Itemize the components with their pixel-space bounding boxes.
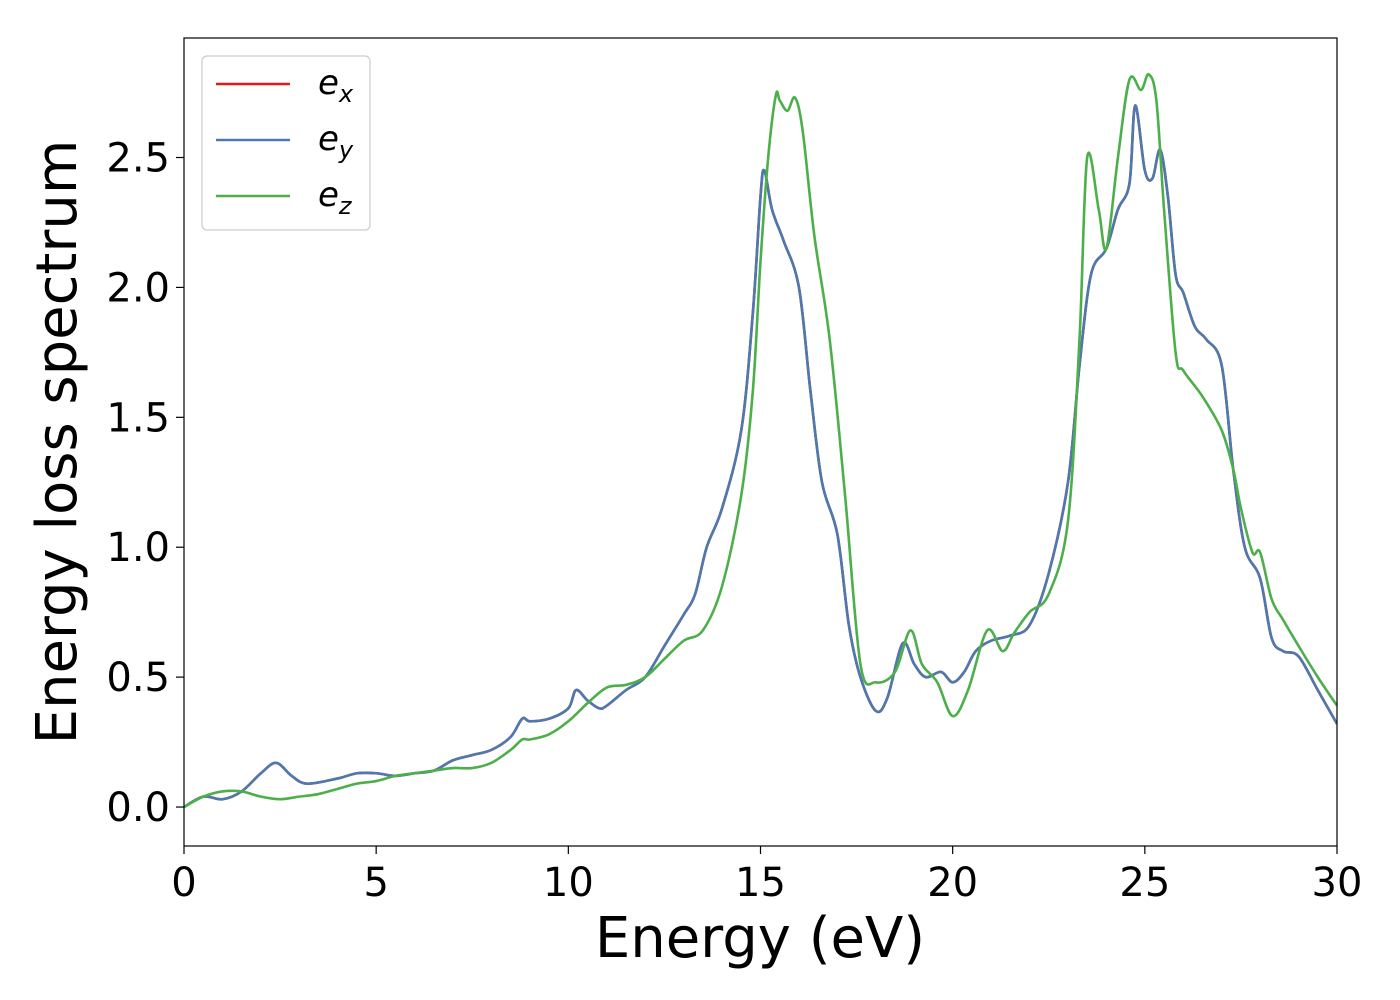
- legend: ex ey ez: [201, 55, 371, 231]
- series-line-ez: [184, 73, 1337, 809]
- legend-label-ex: ex: [318, 63, 354, 108]
- x-tick-label: 15: [735, 860, 786, 906]
- y-tick-label: 0.0: [106, 785, 170, 831]
- legend-label-ez: ez: [318, 175, 353, 220]
- legend-frame: [201, 55, 371, 231]
- legend-label-ey: ey: [318, 119, 354, 164]
- x-tick-label: 0: [171, 860, 196, 906]
- x-tick-label: 10: [543, 860, 594, 906]
- y-tick-label: 0.5: [106, 655, 170, 701]
- x-tick-label: 25: [1119, 860, 1170, 906]
- x-axis-label: Energy (eV): [595, 906, 925, 971]
- x-tick-label: 5: [363, 860, 388, 906]
- y-tick-label: 2.0: [106, 265, 170, 311]
- series-line-ey: [184, 104, 1337, 809]
- y-tick-label: 1.0: [106, 525, 170, 571]
- y-tick-label: 1.5: [106, 395, 170, 441]
- y-axis-label: Energy loss spectrum: [25, 140, 90, 745]
- y-axis: 0.0 0.5 1.0 1.5 2.0 2.5: [106, 136, 184, 831]
- series-layer: [184, 73, 1337, 809]
- x-tick-label: 20: [927, 860, 978, 906]
- x-axis: 0 5 10 15 20 25 30: [171, 846, 1362, 906]
- x-tick-label: 30: [1312, 860, 1363, 906]
- y-tick-label: 2.5: [106, 136, 170, 182]
